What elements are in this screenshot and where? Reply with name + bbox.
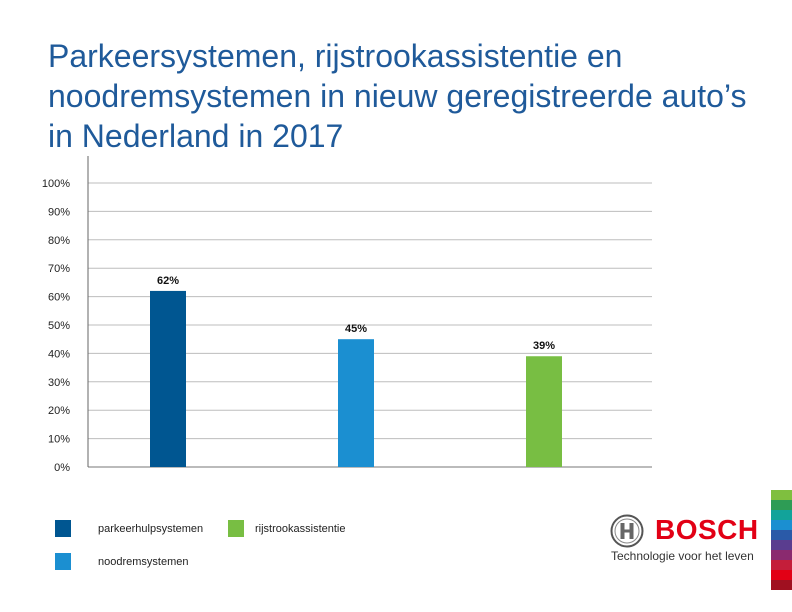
page-title: Parkeersystemen, rijstrookassistentie en… <box>48 38 747 154</box>
y-tick-label: 0% <box>54 462 70 474</box>
decorative-color-stripe <box>771 490 792 590</box>
y-tick-label: 70% <box>48 263 70 275</box>
y-tick-label: 30% <box>48 377 70 389</box>
bar-parkeerhulpsystemen <box>150 290 186 467</box>
bar-rijstrookassistentie <box>526 356 562 467</box>
y-tick-label: 60% <box>48 292 70 304</box>
brand-tagline: Technologie voor het leven <box>611 549 754 563</box>
bar-value-label: 39% <box>533 340 555 352</box>
bar-value-label: 45% <box>345 323 367 335</box>
bar-noodremsystemen <box>338 339 374 467</box>
legend-item-parkeerhulpsystemen: parkeerhulpsystemen <box>55 520 203 537</box>
legend-label: parkeerhulpsystemen <box>98 522 204 535</box>
value-labels: 62% 45% 39% <box>157 275 555 352</box>
y-tick-label: 20% <box>48 405 70 417</box>
y-axis-tick-labels: 0% 10% 20% 30% 40% 50% 60% 70% 80% 90% 100% <box>42 178 70 474</box>
legend-swatch <box>55 553 71 570</box>
y-tick-label: 10% <box>48 434 70 446</box>
brand-name: BOSCH <box>655 514 759 545</box>
legend-label: noodremsystemen <box>98 555 189 568</box>
bar-value-label: 62% <box>157 275 179 287</box>
y-tick-label: 50% <box>48 320 70 332</box>
y-tick-label: 80% <box>48 235 70 247</box>
legend-swatch <box>228 520 244 537</box>
legend-item-noodremsystemen: noodremsystemen <box>55 553 189 570</box>
y-tick-label: 100% <box>42 178 70 190</box>
legend-label: rijstrookassistentie <box>255 522 346 535</box>
brand-block: BOSCH Technologie voor het leven <box>607 512 767 572</box>
y-tick-label: 40% <box>48 348 70 360</box>
legend-swatch <box>55 520 71 537</box>
legend-item-rijstrookassistentie: rijstrookassistentie <box>228 520 345 537</box>
y-tick-label: 90% <box>48 206 70 218</box>
bars <box>150 290 562 467</box>
bosch-armature-icon <box>610 514 644 548</box>
